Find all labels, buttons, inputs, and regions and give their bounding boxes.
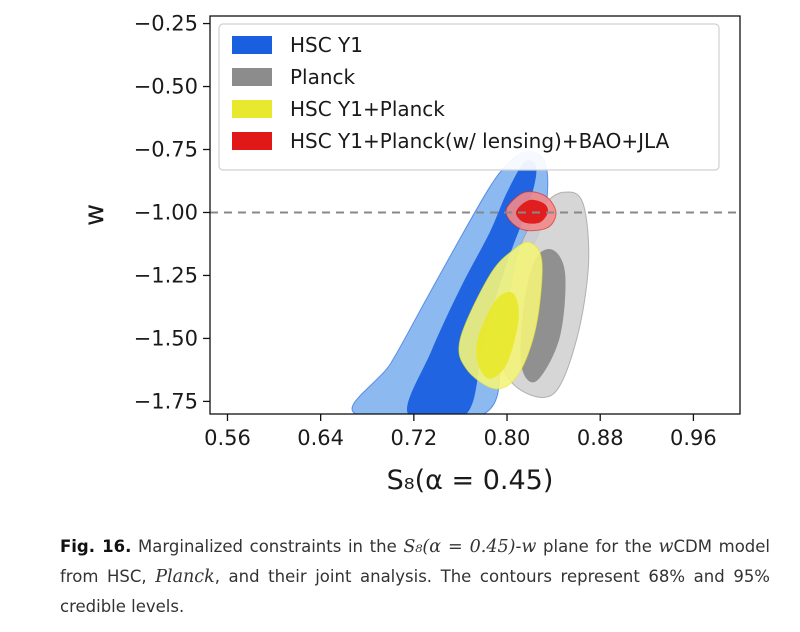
x-axis-title: S₈(α = 0.45) <box>387 465 554 496</box>
caption-text-4: , and their joint analysis. The contours… <box>60 567 770 616</box>
x-tick-label: 0.56 <box>204 426 251 450</box>
y-tick-label: −1.75 <box>134 389 198 413</box>
legend-label-hsc-y1: HSC Y1 <box>290 33 363 57</box>
caption-math-2: w <box>658 537 674 557</box>
caption-text-2: plane for the <box>536 537 659 556</box>
y-tick-label: −1.00 <box>134 200 198 224</box>
caption-text-1: Marginalized constraints in the <box>131 537 404 556</box>
caption-text-3: CDM model from HSC, <box>60 537 771 586</box>
legend-swatch-planck <box>232 68 272 86</box>
x-tick-label: 0.64 <box>297 426 344 450</box>
y-axis-title: w <box>79 204 110 226</box>
y-tick-label: −1.50 <box>134 326 198 350</box>
x-tick-label: 0.96 <box>670 426 717 450</box>
contour-layer <box>351 151 590 414</box>
legend-label-planck: Planck <box>290 65 356 89</box>
figure-caption: Fig. 16. Marginalized constraints in the… <box>60 532 770 622</box>
y-tick-label: −0.25 <box>134 12 198 36</box>
plot-frame <box>209 15 741 415</box>
hsc-y1-68-contour <box>406 160 537 414</box>
y-axis: −0.25 −0.50 −0.75 −1.00 −1.25 −1.50 −1.75 <box>134 12 210 413</box>
legend-label-hsc-y1-planck: HSC Y1+Planck <box>290 97 445 121</box>
legend-label-hsc-y1-planck-w-lensing-bao-jla: HSC Y1+Planck(w/ lensing)+BAO+JLA <box>290 129 670 153</box>
legend-swatch-hsc-y1 <box>232 36 272 54</box>
contour-chart: 0.56 0.64 0.72 0.80 0.88 0.96 −0.25 −0.50 −0.75… <box>79 12 741 496</box>
caption-math-1: S₈(α = 0.45)-w <box>403 537 537 557</box>
hsc-y1-planck-68-contour <box>476 291 519 379</box>
x-tick-label: 0.72 <box>390 426 437 450</box>
x-axis: 0.56 0.64 0.72 0.80 0.88 0.96 <box>204 414 717 450</box>
legend-swatch-hsc-y1-planck <box>232 100 272 118</box>
legend: HSC Y1 Planck HSC Y1+Planck HSC Y1+Planck(w… <box>218 23 720 171</box>
y-tick-label: −1.25 <box>134 263 198 287</box>
y-tick-label: −0.50 <box>134 75 198 99</box>
legend-swatch-hsc-y1-planck-w-lensing-bao-jla <box>232 132 272 150</box>
x-tick-label: 0.88 <box>577 426 624 450</box>
legend-box <box>218 23 720 171</box>
y-tick-label: −0.75 <box>134 138 198 162</box>
figure-label: Fig. 16. <box>60 537 132 556</box>
caption-math-3: Planck <box>155 567 215 587</box>
x-tick-label: 0.80 <box>484 426 531 450</box>
